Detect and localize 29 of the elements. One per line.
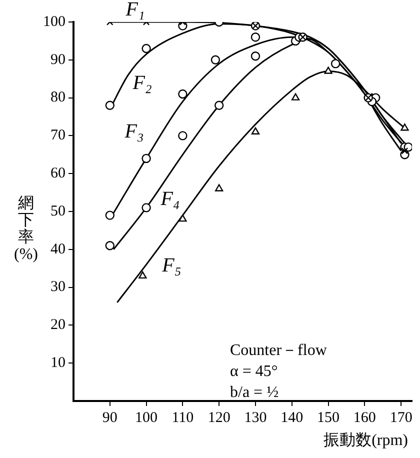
x-tick-label: 110 (172, 410, 194, 426)
series-label: F₅ (161, 254, 182, 276)
x-tick-label: 90 (102, 410, 118, 426)
x-tick-label: 150 (317, 410, 340, 426)
series-label: F₁ (124, 0, 145, 20)
y-tick-label: 50 (50, 203, 66, 220)
x-tick-label: 130 (244, 410, 267, 426)
x-tick-label: 160 (353, 410, 376, 426)
x-tick-label: 100 (135, 410, 158, 426)
y-tick-label: 40 (50, 241, 66, 258)
x-axis-title: 振動数(rpm) (324, 431, 408, 451)
y-tick-label: 10 (50, 355, 66, 372)
y-tick-label: 80 (50, 90, 66, 106)
x-tick-label: 120 (208, 410, 230, 426)
x-tick-label: 170 (390, 410, 412, 426)
y-tick-label: 90 (50, 52, 66, 68)
x-tick-label: 140 (280, 410, 304, 426)
y-tick-label: 30 (50, 279, 66, 296)
y-axis-title: 網下率(%) (13, 195, 39, 263)
series-label: F₂ (132, 72, 152, 94)
annotation: b/a = ½ (230, 383, 280, 403)
y-tick-label: 100 (43, 14, 66, 30)
y-tick-label: 70 (50, 128, 66, 144)
y-tick-label: 60 (50, 166, 66, 182)
series-label: F₃ (124, 120, 144, 143)
annotation: Counter－flow (230, 341, 327, 361)
series-label: F₄ (160, 188, 180, 210)
annotation: α = 45° (230, 362, 279, 382)
y-tick-label: 20 (50, 317, 66, 334)
